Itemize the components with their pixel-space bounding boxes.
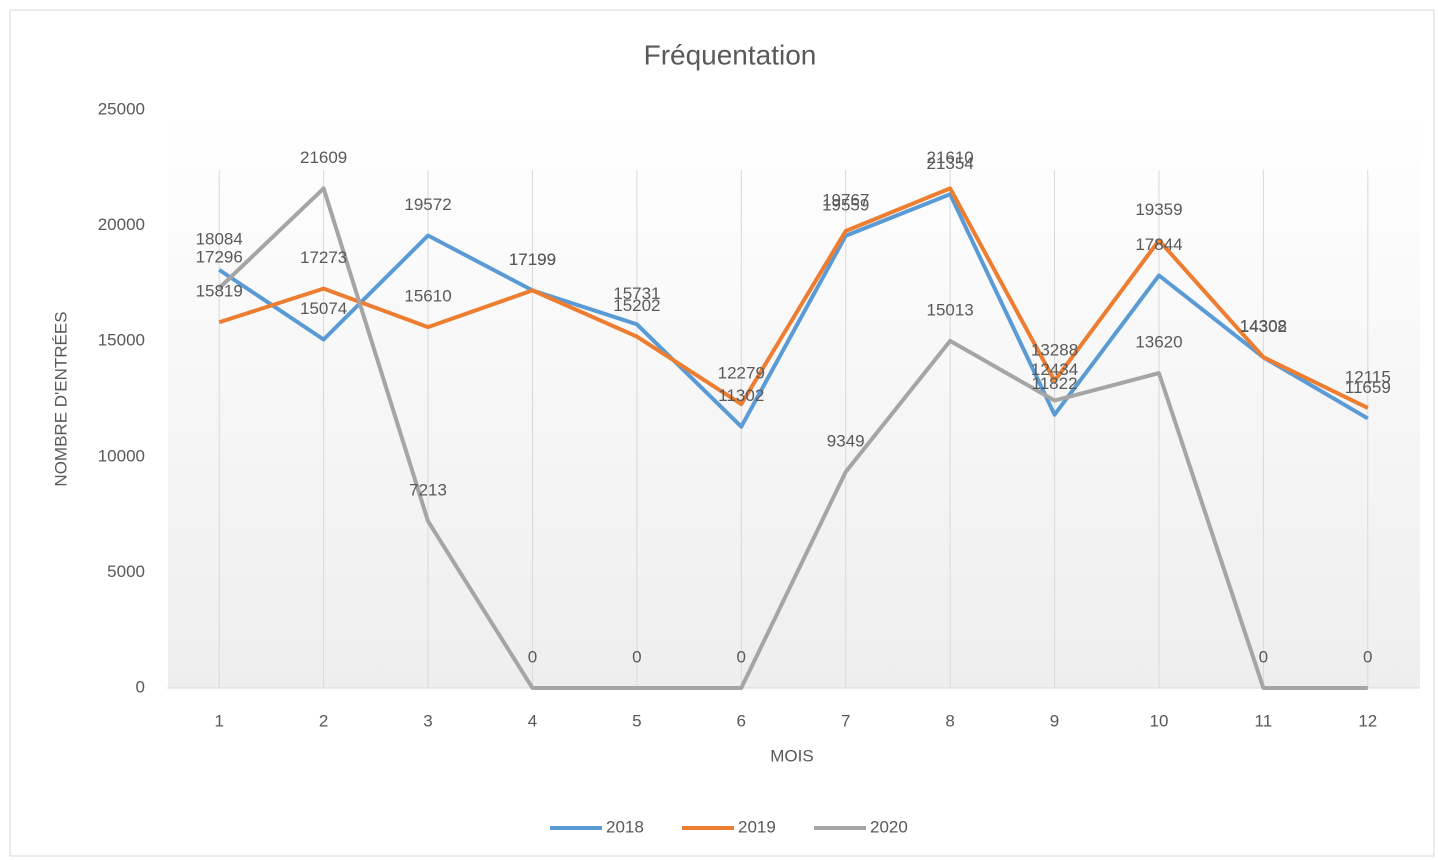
x-tick-label: 2 bbox=[319, 711, 328, 730]
data-label: 13620 bbox=[1135, 333, 1182, 352]
y-tick-label: 0 bbox=[136, 677, 145, 696]
data-label: 15731 bbox=[613, 284, 660, 303]
data-label: 17199 bbox=[509, 250, 556, 269]
chart-title: Fréquentation bbox=[644, 39, 817, 70]
y-tick-label: 15000 bbox=[98, 331, 145, 350]
data-label: 11822 bbox=[1032, 374, 1078, 393]
data-label: 15202 bbox=[613, 296, 660, 315]
x-tick-label: 6 bbox=[737, 711, 746, 730]
x-tick-label: 5 bbox=[632, 711, 641, 730]
y-axis-label: NOMBRE D'ENTRÉES bbox=[51, 311, 70, 486]
x-tick-label: 1 bbox=[214, 711, 223, 730]
data-label: 13288 bbox=[1031, 340, 1078, 359]
data-label: 15013 bbox=[926, 300, 973, 319]
legend-label: 2020 bbox=[870, 817, 908, 836]
data-label: 12434 bbox=[1031, 360, 1078, 379]
data-label: 12279 bbox=[718, 364, 765, 383]
data-label: 11659 bbox=[1345, 378, 1391, 397]
y-tick-label: 5000 bbox=[107, 562, 145, 581]
x-axis-label: MOIS bbox=[770, 746, 813, 765]
legend-label: 2018 bbox=[606, 817, 644, 836]
y-tick-label: 20000 bbox=[98, 215, 145, 234]
y-tick-label: 10000 bbox=[98, 446, 145, 465]
legend-label: 2019 bbox=[738, 817, 776, 836]
data-label: 17199 bbox=[509, 250, 556, 269]
x-tick-label: 11 bbox=[1255, 711, 1273, 730]
series-line bbox=[218, 192, 1369, 429]
x-tick-label: 12 bbox=[1358, 711, 1377, 730]
data-label: 19359 bbox=[1135, 200, 1182, 219]
data-label: 0 bbox=[1259, 647, 1268, 666]
data-label: 21354 bbox=[926, 154, 973, 173]
series-line bbox=[218, 186, 1369, 410]
data-label: 15819 bbox=[196, 282, 243, 301]
x-tick-label: 7 bbox=[841, 711, 850, 730]
data-label: 18084 bbox=[196, 229, 243, 248]
data-label: 12115 bbox=[1345, 367, 1391, 386]
x-tick-label: 4 bbox=[528, 711, 537, 730]
plot-area bbox=[168, 110, 1420, 688]
data-label: 0 bbox=[737, 647, 746, 666]
data-label: 21609 bbox=[300, 148, 347, 167]
data-label: 0 bbox=[632, 647, 641, 666]
data-label: 14302 bbox=[1240, 317, 1287, 336]
data-label: 17844 bbox=[1135, 235, 1182, 254]
data-label: 15074 bbox=[300, 299, 347, 318]
x-tick-label: 9 bbox=[1050, 711, 1059, 730]
data-label: 19572 bbox=[404, 195, 451, 214]
data-label: 15610 bbox=[404, 287, 451, 306]
data-label: 14308 bbox=[1240, 317, 1287, 336]
data-label: 0 bbox=[1363, 647, 1372, 666]
data-label: 0 bbox=[528, 647, 537, 666]
data-label: 17273 bbox=[300, 248, 347, 267]
data-label: 21610 bbox=[926, 148, 973, 167]
data-label: 9349 bbox=[827, 431, 865, 450]
y-tick-label: 25000 bbox=[98, 99, 145, 118]
data-label: 11302 bbox=[718, 386, 764, 405]
data-label: 19767 bbox=[822, 190, 869, 209]
x-tick-label: 8 bbox=[945, 711, 954, 730]
x-tick-label: 3 bbox=[423, 711, 432, 730]
data-label: 19559 bbox=[822, 195, 869, 214]
data-label: 17296 bbox=[196, 248, 243, 267]
x-tick-label: 10 bbox=[1149, 711, 1168, 730]
series-line bbox=[217, 186, 1368, 690]
data-label: 7213 bbox=[409, 481, 447, 500]
